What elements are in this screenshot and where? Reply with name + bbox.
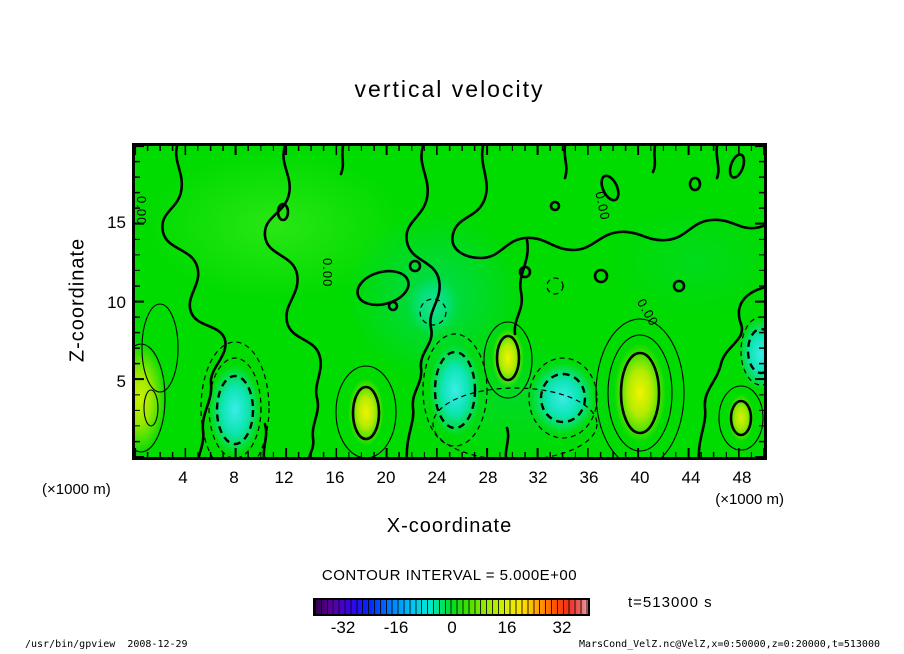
- x-tick-label: 16: [325, 468, 345, 487]
- x-axis-unit: (×1000 m): [715, 491, 784, 508]
- x-tick-label: 48: [732, 468, 752, 487]
- z-tick-label: 5: [116, 372, 126, 391]
- x-tick-label: 40: [630, 468, 650, 487]
- x-axis-title: X-coordinate: [386, 515, 513, 537]
- x-tick-label: 24: [427, 468, 447, 487]
- x-tick-label: 20: [376, 468, 396, 487]
- contour-interval-label: CONTOUR INTERVAL = 5.000E+00: [321, 567, 578, 584]
- x-tick-label: 44: [681, 468, 701, 487]
- x-tick-label: 36: [579, 468, 599, 487]
- chart-title: vertical velocity: [354, 76, 545, 102]
- x-tick-label: 28: [478, 468, 498, 487]
- command-footer: /usr/bin/gpview 2008-12-29: [25, 639, 188, 650]
- zero-contour-label: 0.00: [320, 258, 335, 288]
- positive-inner-contours: [351, 334, 753, 441]
- zero-contour-label: 0.00: [134, 196, 149, 226]
- z-axis-unit: (×1000 m): [42, 481, 111, 498]
- z-tick-label: 10: [107, 293, 126, 312]
- colorbar-tick-label: -16: [383, 618, 409, 637]
- x-tick-label: 32: [528, 468, 548, 487]
- colorbar: [313, 598, 590, 616]
- x-tick-label: 8: [229, 468, 239, 487]
- colorbar-tick-label: 0: [447, 618, 457, 637]
- x-tick-label: 12: [274, 468, 294, 487]
- colorbar-cell-separators: [315, 600, 588, 614]
- colorbar-tick-label: 16: [497, 618, 517, 637]
- contour-plot-canvas: [135, 146, 764, 457]
- z-tick-label: 15: [107, 213, 126, 232]
- x-tick-label: 4: [178, 468, 188, 487]
- colorbar-tick-label: 32: [552, 618, 572, 637]
- datasource-footer: MarsCond_VelZ.nc@VelZ,x=0:50000,z=0:2000…: [578, 639, 880, 650]
- contour-plot-area: 0.00 0.00 0.00 0.00: [132, 143, 767, 460]
- time-label: t=513000 s: [628, 594, 713, 611]
- zero-contours: [161, 146, 764, 457]
- colorbar-tick-label: -32: [330, 618, 356, 637]
